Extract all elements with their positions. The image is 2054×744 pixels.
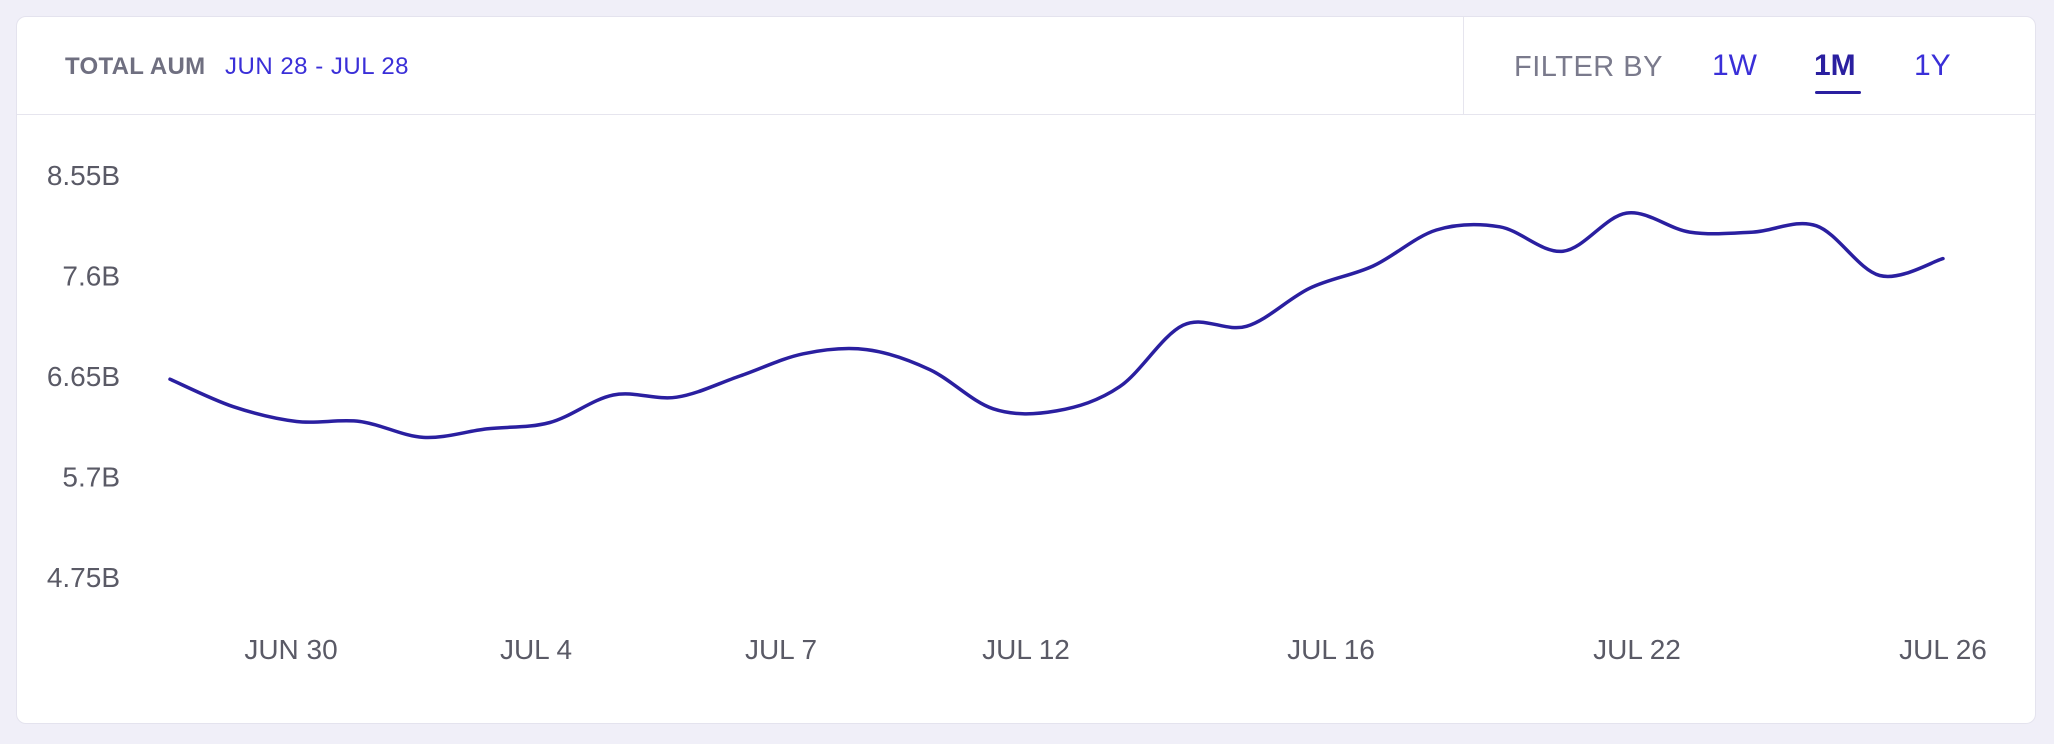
card-header: TOTAL AUM JUN 28 - JUL 28 FILTER BY 1W 1… — [17, 17, 2035, 115]
filter-label: FILTER BY — [1514, 51, 1663, 83]
x-axis-ticks: JUN 30 JUL 4 JUL 7 JUL 12 JUL 16 JUL 22 JUL 26 — [244, 634, 1987, 665]
filter-1w-button[interactable]: 1W — [1712, 49, 1757, 82]
x-tick-label: JUN 30 — [244, 634, 337, 665]
y-tick-label: 6.65B — [47, 361, 120, 392]
aum-series-line — [168, 211, 1945, 440]
date-range: JUN 28 - JUL 28 — [225, 53, 410, 80]
filter-1m-button[interactable]: 1M — [1814, 49, 1856, 82]
card-title: TOTAL AUM — [65, 53, 206, 80]
x-tick-label: JUL 16 — [1287, 634, 1375, 665]
x-tick-label: JUL 22 — [1593, 634, 1681, 665]
y-tick-label: 4.75B — [47, 562, 120, 593]
y-tick-label: 5.7B — [62, 462, 120, 493]
filter-selected-underline — [1815, 91, 1861, 94]
aum-card: TOTAL AUM JUN 28 - JUL 28 FILTER BY 1W 1… — [16, 16, 2036, 724]
x-tick-label: JUL 4 — [500, 634, 572, 665]
y-tick-label: 7.6B — [62, 261, 120, 292]
aum-line-chart: 8.55B 7.6B 6.65B 5.7B 4.75B JUN 30 JUL 4 JUL 7… — [47, 160, 1987, 665]
filter-1y-button[interactable]: 1Y — [1914, 49, 1951, 82]
y-tick-label: 8.55B — [47, 160, 120, 191]
x-tick-label: JUL 12 — [982, 634, 1070, 665]
y-axis-ticks: 8.55B 7.6B 6.65B 5.7B 4.75B — [47, 160, 120, 593]
filter-bar: FILTER BY 1W 1M 1Y — [1463, 17, 2035, 115]
x-tick-label: JUL 7 — [745, 634, 817, 665]
x-tick-label: JUL 26 — [1899, 634, 1987, 665]
